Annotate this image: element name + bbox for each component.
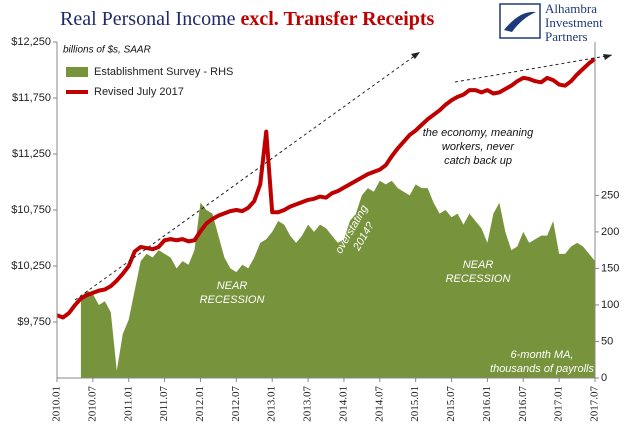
title-part: excl. Transfer Receipts — [241, 8, 435, 30]
annotation: 6-month MA, thousands of payrolls — [490, 349, 594, 375]
y-tick-label: $11,750 — [12, 92, 51, 104]
y-tick-label: $10,250 — [11, 260, 51, 272]
y2-tick-label: 0 — [601, 372, 607, 384]
x-tick-label: 2010.07 — [86, 386, 98, 422]
x-tick-label: 2013.01 — [266, 386, 278, 422]
y2-tick-label: 50 — [601, 335, 613, 347]
annotation-text: NEAR — [217, 280, 248, 292]
annotation-text: workers, never — [442, 141, 515, 153]
x-tick-label: 2011.07 — [158, 386, 170, 422]
y2-tick-label: 250 — [601, 189, 619, 201]
annotation: NEAR RECESSION — [200, 280, 265, 306]
area — [80, 180, 595, 378]
annotation-text: 6-month MA, — [511, 349, 574, 361]
y2-tick-label: 150 — [601, 262, 619, 274]
x-tick-label: 2014.01 — [337, 386, 349, 422]
logo: Alhambra Investment Partners — [499, 1, 603, 44]
arrow-head — [603, 54, 612, 60]
logo-text: Partners — [545, 29, 588, 44]
logo-box — [499, 3, 541, 39]
line — [56, 57, 597, 320]
x-tick-label: 2013.07 — [302, 386, 314, 422]
legend-swatch — [66, 67, 88, 77]
y-tick-label: $9,750 — [17, 316, 51, 328]
annotation: NEAR RECESSION — [446, 259, 511, 285]
legend-label: Revised July 2017 — [94, 86, 184, 98]
annotation-text: catch back up — [444, 155, 512, 167]
title-part: Real Personal Income — [60, 8, 236, 30]
annotation-text: RECESSION — [446, 273, 511, 285]
chart-title: Real Personal Income excl. Transfer Rece… — [60, 8, 435, 30]
y-tick-label: $11,250 — [12, 148, 51, 160]
trend-arrow — [74, 51, 421, 301]
y-tick-label: $12,250 — [11, 36, 51, 48]
y2-tick-label: 100 — [601, 299, 619, 311]
y2-tick-label: 200 — [601, 226, 619, 238]
x-tick-label: 2015.01 — [409, 386, 421, 422]
annotation-text: thousands of payrolls — [490, 363, 594, 375]
x-tick-label: 2010.01 — [51, 386, 63, 422]
arrow-head — [411, 52, 420, 59]
x-tick-label: 2012.07 — [230, 386, 242, 422]
x-tick-label: 2015.07 — [445, 386, 457, 422]
annotation-text: RECESSION — [200, 294, 265, 306]
logo-swoosh — [504, 11, 536, 32]
logo-text: Investment — [545, 15, 603, 30]
x-tick-label: 2016.07 — [517, 386, 529, 422]
x-tick-label: 2012.01 — [194, 386, 206, 422]
x-tick-label: 2011.01 — [122, 386, 134, 421]
legend-label: Establishment Survey - RHS — [94, 66, 233, 78]
legend: Establishment Survey - RHS Revised July 2… — [66, 66, 233, 98]
x-tick-label: 2017.07 — [589, 386, 601, 422]
annotation-text: the economy, meaning — [423, 127, 534, 139]
trend-arrow — [454, 54, 613, 83]
logo-text: Alhambra — [545, 1, 597, 16]
x-tick-label: 2017.01 — [553, 386, 565, 422]
subtitle: billions of $s, SAAR — [63, 45, 151, 56]
plot: $9,750 $10,250 $10,750 $11,250 $11,750 $12,25… — [11, 36, 619, 422]
x-tick-label: 2014.07 — [373, 386, 385, 422]
annotation: the economy, meaning workers, never catch … — [423, 127, 534, 167]
annotation-text: NEAR — [463, 259, 494, 271]
x-tick-label: 2016.01 — [481, 386, 493, 422]
y-tick-label: $10,750 — [11, 204, 51, 216]
